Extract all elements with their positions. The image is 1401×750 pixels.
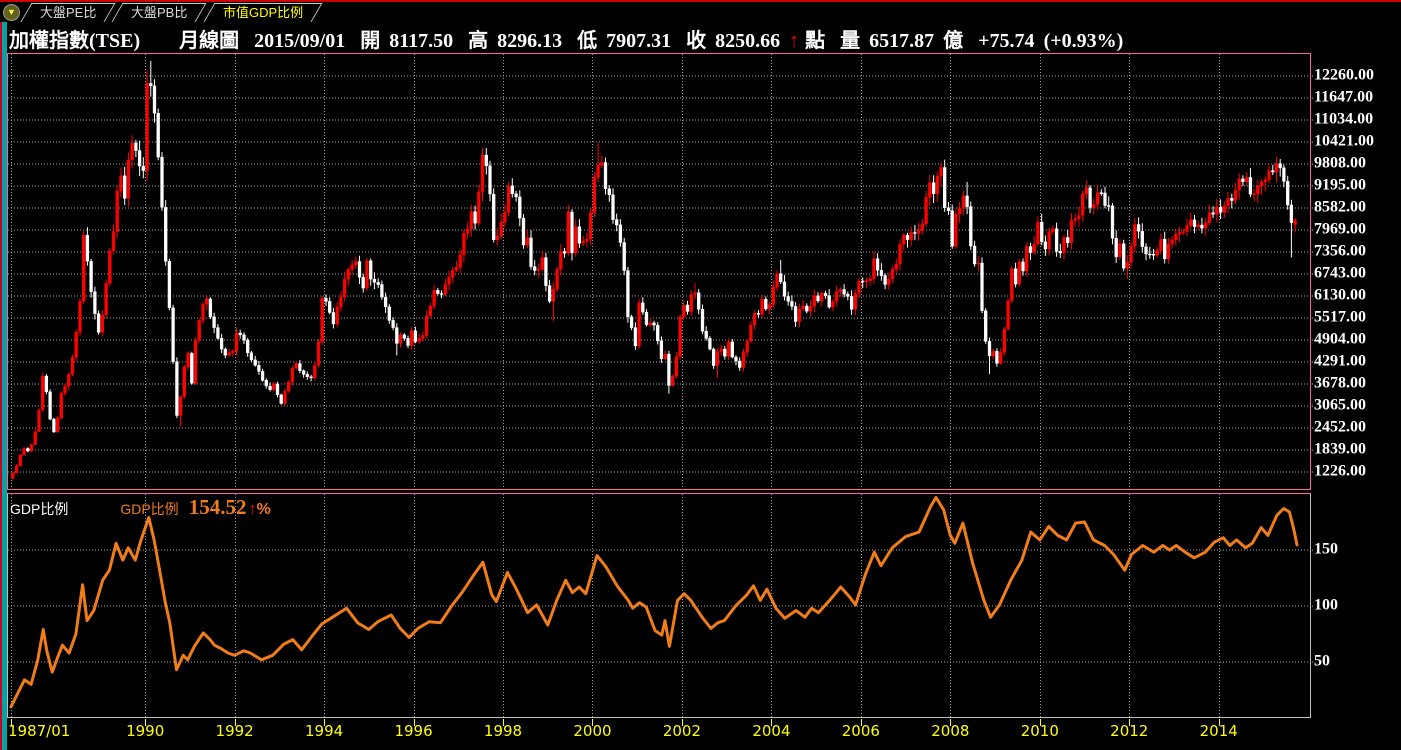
gdp-y-axis-label: 50 bbox=[1314, 652, 1330, 670]
left-scroll-strip bbox=[2, 22, 7, 750]
y-axis-label: 9195.00 bbox=[1314, 176, 1366, 194]
y-axis-label: 4904.00 bbox=[1314, 330, 1366, 348]
period-label: 月線圖 bbox=[179, 30, 240, 52]
x-axis-label: 2012 bbox=[1110, 722, 1149, 740]
gdp-y-axis-label: 150 bbox=[1314, 540, 1338, 558]
up-candles bbox=[11, 83, 1297, 479]
tab-bar: ▼ 大盤PE比 大盤PB比 市值GDP比例 bbox=[0, 3, 324, 22]
y-axis-label: 11647.00 bbox=[1314, 88, 1374, 106]
quote-date: 2015/09/01 bbox=[254, 30, 346, 52]
volume-unit: 億 bbox=[943, 30, 964, 52]
y-axis-label: 10421.00 bbox=[1314, 132, 1374, 150]
x-axis-label: 2004 bbox=[752, 722, 791, 740]
y-axis-label: 7969.00 bbox=[1314, 220, 1366, 238]
x-axis-label: 2006 bbox=[841, 722, 880, 740]
low-label: 低 bbox=[577, 30, 598, 52]
x-axis-label: 2008 bbox=[931, 722, 970, 740]
up-candle-wicks bbox=[12, 70, 1296, 480]
close-label: 收 bbox=[686, 30, 707, 52]
x-axis-label: 1987/01 bbox=[8, 722, 71, 740]
volume-label: 量 bbox=[840, 30, 861, 52]
quote-header: 加權指數(TSE) 月線圖 2015/09/01 開 8117.50 高 829… bbox=[9, 24, 1133, 52]
x-axis-label: 2000 bbox=[573, 722, 612, 740]
x-axis-label: 1998 bbox=[483, 722, 523, 740]
point-label: 點 bbox=[805, 30, 826, 52]
y-axis-label: 1839.00 bbox=[1314, 440, 1366, 458]
open-label: 開 bbox=[360, 30, 381, 52]
x-axis-label: 1994 bbox=[305, 722, 344, 740]
x-axis-label: 1996 bbox=[394, 722, 433, 740]
y-axis-label: 3065.00 bbox=[1314, 396, 1366, 414]
gdp-panel-title: GDP比例 bbox=[10, 501, 69, 517]
price-panel-border bbox=[7, 53, 1311, 490]
y-axis-label: 3678.00 bbox=[1314, 374, 1366, 392]
y-axis-label: 6130.00 bbox=[1314, 286, 1366, 304]
window-top-border bbox=[0, 0, 1401, 2]
up-arrow-icon: ↑ bbox=[248, 501, 257, 518]
x-axis-label: 1990 bbox=[126, 722, 165, 740]
y-axis-ticks bbox=[1310, 75, 1314, 663]
x-axis-label: 2010 bbox=[1020, 722, 1059, 740]
x-axis-label: 2002 bbox=[662, 722, 702, 740]
change-value: +75.74 bbox=[978, 30, 1035, 52]
x-axis-ticks bbox=[11, 719, 1220, 726]
volume-value: 6517.87 bbox=[869, 30, 935, 52]
high-label: 高 bbox=[468, 30, 489, 52]
up-arrow-icon: ↑ bbox=[789, 30, 800, 52]
grid-lines bbox=[8, 54, 1309, 717]
open-value: 8117.50 bbox=[389, 30, 454, 52]
change-percent: (+0.93%) bbox=[1043, 30, 1124, 52]
y-axis-label: 5517.00 bbox=[1314, 308, 1366, 326]
y-axis-label: 4291.00 bbox=[1314, 352, 1366, 370]
gdp-panel-legend: GDP比例 GDP比例 154.52 ↑ % bbox=[10, 495, 271, 520]
high-value: 8296.13 bbox=[497, 30, 563, 52]
gdp-unit-label: % bbox=[256, 501, 271, 518]
window-left-border bbox=[0, 22, 2, 750]
gdp-current-value: 154.52 bbox=[188, 495, 247, 519]
gdp-ratio-line bbox=[9, 495, 1299, 709]
y-axis-label: 6743.00 bbox=[1314, 264, 1366, 282]
y-axis-label: 11034.00 bbox=[1314, 110, 1374, 128]
instrument-name: 加權指數(TSE) bbox=[9, 30, 141, 52]
chevron-down-icon: ▼ bbox=[7, 7, 16, 17]
y-axis-label: 8582.00 bbox=[1314, 198, 1366, 216]
x-axis-label: 1992 bbox=[215, 722, 254, 740]
close-value: 8250.66 bbox=[715, 30, 781, 52]
gdp-series-label: GDP比例 bbox=[120, 501, 179, 517]
y-axis-label: 12260.00 bbox=[1314, 66, 1374, 84]
x-axis-label: 2014 bbox=[1199, 722, 1238, 740]
y-axis-label: 7356.00 bbox=[1314, 242, 1366, 260]
low-value: 7907.31 bbox=[606, 30, 672, 52]
down-candles bbox=[26, 83, 1294, 452]
tab-menu-button[interactable]: ▼ bbox=[3, 4, 20, 21]
y-axis-label: 9808.00 bbox=[1314, 154, 1366, 172]
y-axis-label: 1226.00 bbox=[1314, 462, 1366, 480]
y-axis-label: 2452.00 bbox=[1314, 418, 1366, 436]
gdp-y-axis-label: 100 bbox=[1314, 596, 1338, 614]
